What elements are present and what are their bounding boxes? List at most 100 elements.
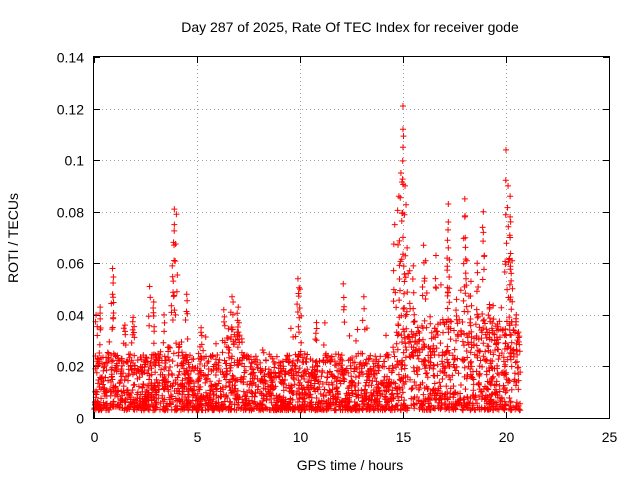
data-point xyxy=(170,293,177,300)
data-point xyxy=(162,357,169,364)
data-point xyxy=(435,352,442,359)
data-point xyxy=(346,392,353,399)
data-point xyxy=(483,368,490,375)
data-point xyxy=(377,392,384,399)
data-point xyxy=(100,377,107,384)
data-point xyxy=(109,376,116,383)
data-point xyxy=(202,379,209,386)
data-point xyxy=(296,329,303,336)
data-point xyxy=(309,364,316,371)
y-axis-title: ROTI / TECUs xyxy=(5,193,21,283)
data-point xyxy=(297,286,303,293)
data-point xyxy=(342,396,349,403)
data-point xyxy=(473,306,480,313)
data-point xyxy=(205,371,212,378)
data-point xyxy=(325,402,332,409)
data-point xyxy=(371,371,378,378)
data-point xyxy=(213,392,220,399)
data-point xyxy=(230,299,237,306)
data-point xyxy=(400,374,407,381)
data-point xyxy=(496,318,503,325)
data-point xyxy=(514,364,521,371)
data-point xyxy=(165,367,172,374)
data-point xyxy=(296,395,303,402)
data-point xyxy=(460,260,467,267)
data-point xyxy=(467,316,474,323)
data-point xyxy=(348,387,355,394)
data-point xyxy=(352,406,359,413)
data-point xyxy=(400,102,406,109)
data-point xyxy=(399,157,406,164)
data-point xyxy=(110,315,117,322)
data-point xyxy=(99,381,106,388)
data-point xyxy=(248,398,255,405)
data-point xyxy=(280,380,287,387)
data-point xyxy=(165,354,172,361)
data-point xyxy=(426,406,433,413)
data-point xyxy=(209,353,216,360)
data-point xyxy=(394,346,401,353)
data-point xyxy=(190,387,197,394)
x-tick-label: 20 xyxy=(499,429,515,445)
data-point xyxy=(421,275,428,282)
data-point xyxy=(323,399,330,406)
data-point xyxy=(248,380,255,387)
data-point xyxy=(501,363,508,370)
data-point xyxy=(459,318,466,325)
data-point xyxy=(465,341,472,348)
data-point xyxy=(445,326,452,333)
data-point xyxy=(100,367,107,374)
data-point xyxy=(447,336,454,343)
data-point xyxy=(203,376,210,383)
data-point xyxy=(334,367,341,374)
data-point xyxy=(476,348,483,355)
data-point xyxy=(314,403,321,410)
data-point xyxy=(102,393,109,400)
data-point xyxy=(420,397,427,404)
data-point xyxy=(401,211,408,218)
data-point xyxy=(307,356,314,363)
data-point xyxy=(480,353,487,360)
data-point xyxy=(463,282,470,289)
data-point xyxy=(124,386,131,393)
data-point xyxy=(495,326,502,333)
x-tick-label: 15 xyxy=(396,429,412,445)
data-point xyxy=(138,364,145,371)
y-tick-label: 0 xyxy=(76,411,84,427)
data-point xyxy=(408,402,415,409)
data-point xyxy=(327,358,334,365)
data-point xyxy=(332,351,339,358)
data-point xyxy=(135,383,142,390)
data-point xyxy=(148,393,155,400)
data-point xyxy=(248,360,255,367)
data-point xyxy=(204,375,211,382)
data-point xyxy=(508,270,515,277)
data-point xyxy=(122,341,129,348)
data-point xyxy=(203,389,210,396)
data-point xyxy=(329,392,336,399)
data-point xyxy=(136,403,143,410)
data-point xyxy=(96,341,103,348)
data-point xyxy=(427,320,434,327)
data-point xyxy=(495,371,502,378)
data-point xyxy=(437,319,444,326)
data-point xyxy=(333,378,340,385)
data-point xyxy=(295,293,302,300)
data-point xyxy=(515,371,522,378)
data-point xyxy=(401,304,408,311)
data-point xyxy=(235,319,242,326)
data-point xyxy=(173,340,180,347)
data-point xyxy=(383,373,390,380)
data-point xyxy=(489,327,496,334)
data-point xyxy=(356,361,363,368)
data-point xyxy=(170,350,177,357)
data-point xyxy=(402,182,409,189)
data-point xyxy=(508,339,515,346)
data-point xyxy=(136,395,143,402)
data-point xyxy=(160,376,167,383)
data-point xyxy=(507,398,514,405)
data-point xyxy=(121,376,128,383)
data-point xyxy=(119,404,126,411)
x-axis: 0 5 10 15 20 25 xyxy=(91,57,617,445)
data-point xyxy=(162,364,169,371)
